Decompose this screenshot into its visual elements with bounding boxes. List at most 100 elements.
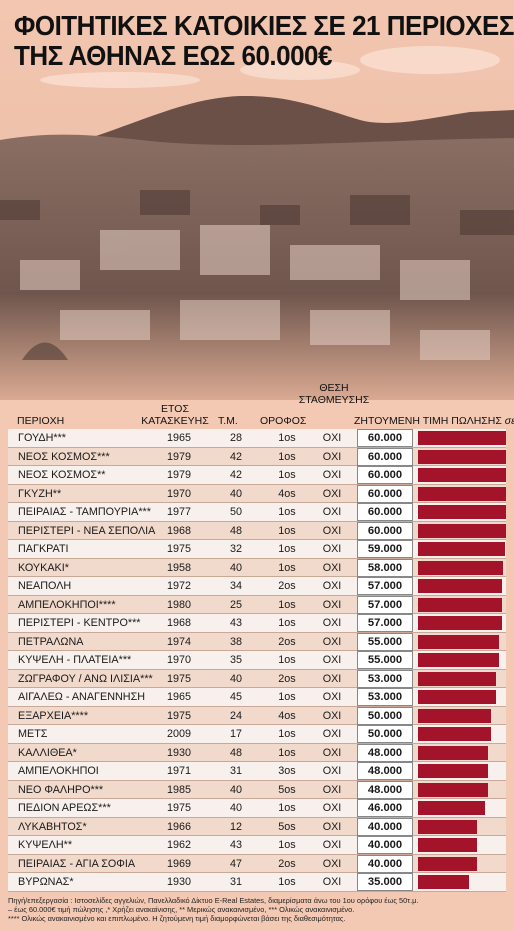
price-bar: [418, 801, 486, 815]
year-cell: 1980: [166, 598, 192, 611]
price-label: 40.000: [357, 836, 413, 854]
price-bar: [418, 579, 502, 593]
floor-cell: 3os: [278, 765, 296, 777]
price-bar: [418, 560, 504, 575]
price-label: 60.000: [357, 484, 413, 503]
table-row: ΕΞΑΡΧΕΙΑ**** 1975 24 4os ΟΧΙ 50.000: [8, 706, 506, 725]
year-cell: 1975: [166, 672, 192, 685]
year-cell: 1975: [166, 543, 192, 555]
price-label: 46.000: [357, 799, 413, 817]
year-cell: 1965: [166, 691, 192, 703]
sqm-cell: 50: [229, 506, 242, 518]
sqm-cell: 25: [229, 598, 242, 611]
area-cell: ΠΕΤΡΑΛΩΝΑ: [18, 635, 84, 648]
price-label: 40.000: [357, 854, 413, 873]
year-cell: 1974: [166, 635, 192, 648]
floor-cell: 1os: [278, 469, 296, 481]
parking-cell: ΟΧΙ: [322, 469, 342, 481]
table-row: ΠΕΤΡΑΛΩΝΑ 1974 38 2os ΟΧΙ 55.000: [8, 632, 506, 651]
price-bar: [418, 708, 492, 723]
price-label: 60.000: [357, 521, 413, 540]
price-bar: [418, 653, 499, 667]
area-cell: ΜΕΤΣ: [18, 728, 48, 740]
parking-cell: ΟΧΙ: [322, 820, 342, 833]
area-cell: ΚΟΥΚΑΚΙ*: [18, 561, 69, 574]
floor-cell: 4os: [278, 709, 296, 722]
price-label: 60.000: [357, 447, 413, 466]
table-row: ΠΑΓΚΡΑΤΙ 1975 32 1os ΟΧΙ 59.000: [8, 540, 506, 559]
table-row: ΑΜΠΕΛΟΚΗΠΟΙ 1971 31 3os ΟΧΙ 48.000: [8, 762, 506, 781]
sqm-cell: 35: [229, 654, 242, 666]
price-bar: [418, 764, 489, 778]
price-bar: [418, 468, 506, 482]
area-cell: ΚΥΨΕΛΗ - ΠΛΑΤΕΙΑ***: [18, 654, 132, 666]
area-cell: ΠΕΙΡΑΙΑΣ - ΤΑΜΠΟΥΡΙΑ***: [18, 506, 151, 518]
table-row: ΒΥΡΩΝΑΣ* 1930 31 1os ΟΧΙ 35.000: [8, 873, 506, 892]
year-cell: 1930: [166, 876, 192, 888]
sqm-cell: 12: [229, 820, 242, 833]
year-cell: 1975: [166, 709, 192, 722]
price-bar: [418, 449, 506, 464]
table-row: ΓΚΥΖΗ** 1970 40 4os ΟΧΙ 60.000: [8, 484, 506, 503]
price-bar: [418, 838, 477, 852]
source-footnote: Πηγή/επεξεργασία : Ιστοσελίδες αγγελιών,…: [8, 896, 508, 924]
year-cell: 1977: [166, 506, 192, 518]
area-cell: ΑΜΠΕΛΟΚΗΠΟΙ****: [18, 598, 116, 611]
price-bar: [418, 486, 506, 501]
floor-cell: 2os: [278, 857, 296, 870]
price-bar: [418, 819, 477, 834]
floor-cell: 5os: [278, 820, 296, 833]
year-cell: 1972: [166, 580, 192, 592]
price-bar: [418, 597, 502, 612]
price-table: ΓΟΥΔΗ*** 1965 28 1os ΟΧΙ 60.000 ΝΕΟΣ ΚΟΣΜΟΣ***…: [8, 429, 506, 892]
price-bar: [418, 634, 499, 649]
price-label: 55.000: [357, 651, 413, 669]
sqm-cell: 31: [229, 876, 242, 888]
parking-cell: ΟΧΙ: [322, 561, 342, 574]
price-bar: [418, 505, 506, 519]
sqm-cell: 42: [229, 469, 242, 481]
price-label: 58.000: [357, 558, 413, 577]
price-bar: [418, 542, 505, 556]
parking-cell: ΟΧΙ: [322, 765, 342, 777]
price-bar: [418, 431, 506, 445]
price-label: 50.000: [357, 706, 413, 725]
sqm-cell: 48: [229, 524, 242, 537]
table-row: ΝΕΟΣ ΚΟΣΜΟΣ*** 1979 42 1os ΟΧΙ 60.000: [8, 447, 506, 466]
header-price: ΖΗΤΟΥΜΕΝΗ ΤΙΜΗ ΠΩΛΗΣΗΣ σε €: [354, 415, 514, 427]
area-cell: ΝΕΑΠΟΛΗ: [18, 580, 72, 592]
price-bar: [418, 523, 506, 538]
price-label: 53.000: [357, 669, 413, 688]
area-cell: ΝΕΟΣ ΚΟΣΜΟΣ***: [18, 450, 110, 463]
sqm-cell: 38: [229, 635, 242, 648]
table-row: ΠΕΡΙΣΤΕΡΙ - ΝΕΑ ΣΕΠΟΛΙΑ 1968 48 1os ΟΧΙ 60.00…: [8, 521, 506, 540]
sqm-cell: 40: [229, 487, 242, 500]
sqm-cell: 31: [229, 765, 242, 777]
price-label: 48.000: [357, 780, 413, 799]
table-row: ΝΕΑΠΟΛΗ 1972 34 2os ΟΧΙ 57.000: [8, 577, 506, 596]
sqm-cell: 40: [229, 561, 242, 574]
year-cell: 1930: [166, 746, 192, 759]
table-row: ΑΙΓΑΛΕΩ - ΑΝΑΓΕΝΝΗΣΗ 1965 45 1os ΟΧΙ 53.000: [8, 688, 506, 707]
sqm-cell: 45: [229, 691, 242, 703]
floor-cell: 1os: [278, 876, 296, 888]
year-cell: 1968: [166, 617, 192, 629]
sqm-cell: 48: [229, 746, 242, 759]
price-label: 60.000: [357, 466, 413, 484]
footnote-line-1: Πηγή/επεξεργασία : Ιστοσελίδες αγγελιών,…: [8, 896, 419, 905]
area-cell: ΖΩΓΡΑΦΟΥ / ΑΝΩ ΙΛΙΣΙΑ***: [18, 672, 153, 685]
parking-cell: ΟΧΙ: [322, 654, 342, 666]
parking-cell: ΟΧΙ: [322, 709, 342, 722]
price-label: 57.000: [357, 577, 413, 595]
footnote-line-2: – έως 60.000€ τιμή πώλησης ,* Χρήζει ανα…: [8, 905, 355, 915]
price-bar: [418, 782, 489, 797]
price-bar: [418, 745, 489, 760]
parking-cell: ΟΧΙ: [322, 450, 342, 463]
floor-cell: 4os: [278, 487, 296, 500]
table-row: ΜΕΤΣ 2009 17 1os ΟΧΙ 50.000: [8, 725, 506, 744]
area-cell: ΠΕΡΙΣΤΕΡΙ - ΚΕΝΤΡΟ***: [18, 617, 141, 629]
year-cell: 1970: [166, 487, 192, 500]
sqm-cell: 43: [229, 617, 242, 629]
floor-cell: 1os: [278, 617, 296, 629]
price-label: 48.000: [357, 762, 413, 780]
